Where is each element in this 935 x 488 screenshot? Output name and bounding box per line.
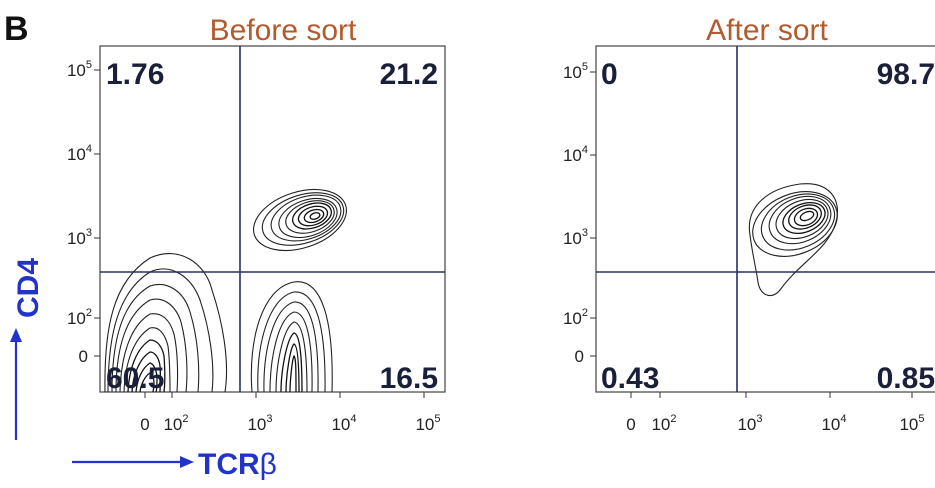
- x-axis-ticks: 0 102 103 104 105: [626, 392, 925, 434]
- plot-title-before-sort: Before sort: [210, 14, 357, 47]
- y-tick-label: 103: [563, 227, 588, 248]
- y-axis-title: CD4: [12, 258, 45, 318]
- x-axis-title-group: TCRβ: [72, 448, 277, 481]
- quadrant-upper-right-value: 21.2: [380, 58, 438, 91]
- x-tick-label: 102: [651, 413, 676, 434]
- x-tick-label: 105: [899, 413, 924, 434]
- contour-double-negative-population: [104, 253, 228, 393]
- x-tick-label: 104: [331, 413, 356, 434]
- quadrant-lower-left-value: 60.5: [106, 362, 164, 395]
- quadrant-lower-right-value: 0.85: [877, 362, 935, 395]
- contour-cd8-population: [250, 281, 333, 393]
- plot-frame: [595, 45, 935, 393]
- x-tick-label: 105: [415, 413, 440, 434]
- quadrant-upper-right-value: 98.7: [877, 58, 935, 91]
- quadrant-upper-left-value: 1.76: [106, 58, 164, 91]
- contour-cd4-positive-population: [252, 188, 348, 252]
- y-tick-label: 102: [563, 307, 588, 328]
- x-axis-title: TCRβ: [198, 448, 277, 481]
- x-tick-label: 103: [247, 413, 272, 434]
- panel-label: B: [4, 10, 29, 48]
- y-tick-label: 104: [563, 144, 588, 165]
- x-tick-label: 0: [140, 415, 149, 434]
- y-axis-ticks: 105 104 103 102 0: [563, 61, 596, 366]
- arrow-right-icon: [180, 456, 194, 468]
- y-axis-title-group: CD4: [10, 258, 45, 440]
- x-tick-label: 103: [737, 413, 762, 434]
- plot-after-sort: After sort 0 98.7 0.43 0.85: [563, 14, 935, 434]
- y-axis-ticks: 105 104 103 102 0: [67, 59, 100, 366]
- y-tick-label: 105: [563, 61, 588, 82]
- contour-cd4-positive-population: [748, 183, 838, 297]
- x-axis-ticks: 0 102 103 104 105: [140, 392, 441, 434]
- x-tick-label: 102: [163, 413, 188, 434]
- y-tick-label: 103: [67, 227, 92, 248]
- y-tick-label: 0: [79, 347, 88, 366]
- arrow-up-icon: [10, 328, 22, 342]
- plot-title-after-sort: After sort: [706, 14, 828, 47]
- x-tick-label: 104: [821, 413, 846, 434]
- y-tick-label: 102: [67, 307, 92, 328]
- plot-frame: [99, 45, 446, 393]
- y-tick-label: 0: [575, 347, 584, 366]
- y-tick-label: 105: [67, 59, 92, 80]
- quadrant-lower-left-value: 0.43: [601, 362, 659, 395]
- y-tick-label: 104: [67, 143, 92, 164]
- quadrant-lower-right-value: 16.5: [380, 362, 438, 395]
- x-tick-label: 0: [626, 415, 635, 434]
- plot-before-sort: Before sort: [67, 14, 446, 434]
- quadrant-upper-left-value: 0: [601, 58, 618, 91]
